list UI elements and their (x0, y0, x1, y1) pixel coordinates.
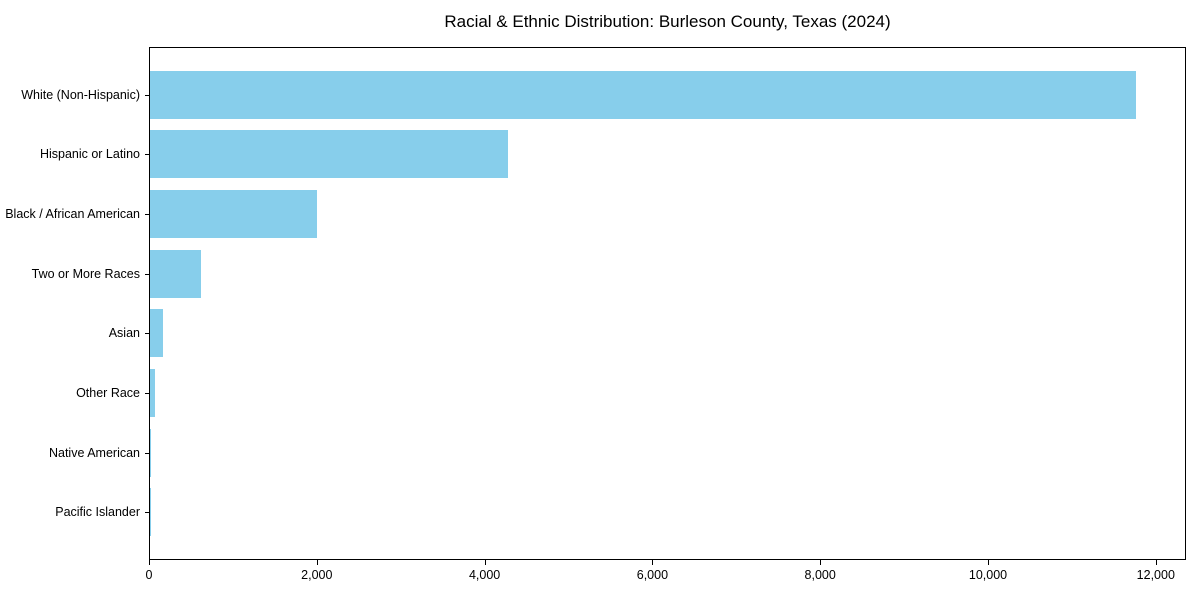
y-tick-mark (145, 333, 150, 335)
bar (150, 130, 508, 179)
y-tick-mark (145, 512, 150, 514)
y-tick-mark (145, 94, 150, 96)
bar-row: Hispanic or Latino (40, 125, 1185, 185)
category-label: Asian (108, 326, 140, 341)
x-tick-mark (149, 560, 150, 565)
x-tick-label: 12,000 (1136, 568, 1175, 582)
x-tick-label: 6,000 (636, 568, 669, 582)
chart-title: Racial & Ethnic Distribution: Burleson C… (444, 12, 891, 31)
bar-row: Asian (109, 304, 1185, 364)
category-label: Hispanic or Latino (39, 147, 140, 162)
bar (150, 190, 318, 239)
bar-row: Two or More Races (32, 244, 1185, 304)
x-axis-ticks: 0 2,000 4,000 6,000 8,000 10,000 12,000 (145, 560, 1186, 590)
x-tick-mark (484, 560, 486, 565)
x-tick-label: 0 (145, 568, 153, 582)
plot-area: White (Non-Hispanic) Hispanic or Latino Bl… (5, 47, 1186, 560)
category-label: Pacific Islander (55, 505, 140, 520)
bar (150, 428, 152, 477)
bar-row: Native American (49, 423, 1185, 483)
x-tick-mark (820, 560, 822, 565)
bar (150, 309, 163, 358)
x-tick-mark (652, 560, 654, 565)
bar (150, 70, 1137, 119)
category-label: White (Non-Hispanic) (21, 87, 140, 102)
category-label: Other Race (76, 385, 140, 400)
bar (150, 368, 156, 417)
bar-row: White (Non-Hispanic) (21, 65, 1185, 125)
bar-row: Other Race (76, 363, 1185, 423)
x-tick-mark (316, 560, 318, 565)
x-tick-label: 10,000 (968, 568, 1008, 582)
bar-rows: White (Non-Hispanic) Hispanic or Latino Bl… (5, 48, 1185, 559)
x-tick-mark (987, 560, 989, 565)
bar-row: Pacific Islander (55, 482, 1185, 542)
y-tick-mark (145, 273, 150, 275)
x-tick-label: 8,000 (804, 568, 836, 582)
x-tick-label: 2,000 (301, 568, 333, 582)
category-label: Black / African American (5, 207, 140, 222)
y-tick-mark (145, 214, 150, 216)
category-label: Native American (48, 445, 140, 460)
y-tick-mark (145, 452, 150, 454)
x-tick-label: 4,000 (468, 568, 501, 582)
x-tick-mark (1155, 560, 1157, 565)
y-tick-mark (145, 154, 150, 156)
category-label: Two or More Races (31, 266, 140, 281)
y-tick-mark (145, 392, 150, 394)
bar (150, 249, 202, 298)
bar-row: Black / African American (5, 184, 1185, 244)
